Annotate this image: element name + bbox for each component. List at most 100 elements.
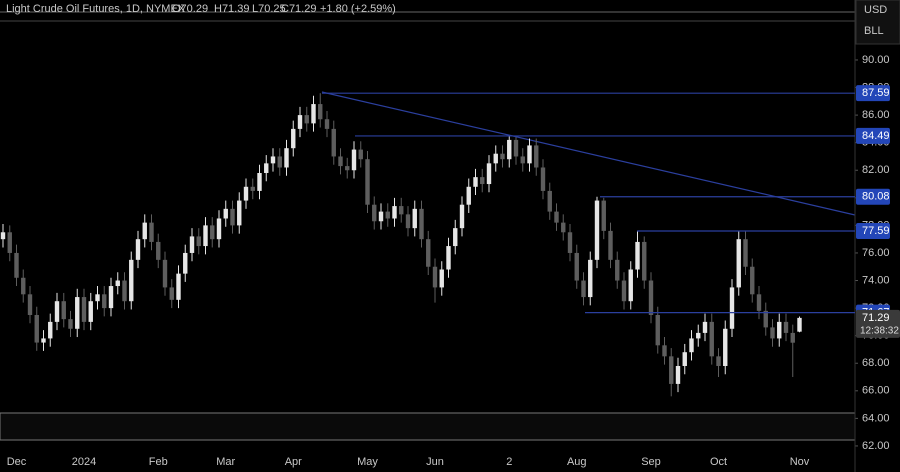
level-label: 84.49: [862, 130, 890, 142]
unit: BLL: [864, 25, 884, 37]
candle-body: [635, 241, 640, 270]
level-label: 80.08: [862, 191, 890, 203]
candle-body: [324, 119, 330, 129]
candle-body: [682, 352, 687, 366]
candle-body: [783, 321, 789, 333]
y-tick-label: 68.00: [862, 357, 890, 369]
y-tick-label: 74.00: [862, 274, 890, 286]
candle-body: [520, 156, 525, 164]
level-label-box: [856, 85, 890, 102]
candle-body: [297, 115, 303, 129]
y-tick-label: 66.00: [862, 385, 890, 397]
candle-body: [561, 222, 566, 233]
x-tick-label: Nov: [790, 456, 810, 468]
header-symbol: Light Crude Oil Futures, 1D, NYMEX: [6, 3, 186, 15]
last-price-box: [856, 309, 900, 338]
candle-body: [338, 156, 343, 167]
candle-body: [756, 294, 762, 311]
candle-body: [702, 321, 708, 333]
candle-body: [75, 297, 80, 329]
last-price: 71.29: [862, 312, 890, 324]
x-tick-label: Sep: [641, 456, 661, 468]
candle-body: [41, 338, 46, 343]
candle-body: [507, 139, 512, 160]
candle-body: [27, 294, 33, 315]
candle-body: [594, 200, 600, 260]
x-tick-label: Apr: [285, 456, 302, 468]
candle-body: [250, 186, 255, 191]
candle-body: [797, 317, 802, 332]
candle-body: [7, 232, 12, 253]
level-label-box: [856, 127, 890, 144]
x-tick-label: 2024: [72, 456, 96, 468]
x-tick-label: Aug: [567, 456, 587, 468]
candle-body: [264, 163, 269, 174]
candle-body: [743, 239, 748, 267]
y-tick-label: 90.00: [862, 54, 890, 66]
candle-body: [581, 280, 586, 298]
x-tick-label: May: [357, 456, 378, 468]
candle-body: [642, 241, 647, 281]
candle-body: [453, 228, 458, 247]
bottom-band: [0, 412, 856, 441]
candle-body: [345, 166, 350, 171]
candle-body: [291, 128, 296, 149]
candle-body: [621, 280, 627, 302]
candle-body: [709, 321, 714, 357]
candle-body: [88, 301, 93, 322]
candle-body: [567, 232, 573, 253]
x-tick-label: Jun: [426, 456, 444, 468]
candle-body: [500, 153, 505, 160]
candle-body: [203, 225, 208, 247]
candle-body: [459, 204, 465, 229]
candle-body: [493, 153, 498, 164]
x-tick-label: 2: [506, 456, 512, 468]
y-tick-label: 62.00: [862, 440, 890, 452]
candle-body: [176, 273, 181, 300]
candle-body: [574, 252, 579, 281]
candle-body: [196, 236, 201, 247]
candle-body: [230, 208, 235, 226]
candle-body: [655, 314, 660, 346]
candle-body: [513, 139, 519, 157]
candle-body: [21, 277, 26, 295]
candle-body: [277, 156, 282, 168]
level-label: 87.59: [862, 87, 890, 99]
candle-body: [696, 332, 701, 339]
candle-body: [615, 259, 620, 281]
candle-body: [0, 232, 6, 240]
countdown: 12:38:32: [860, 326, 899, 337]
candle-body: [385, 211, 390, 219]
candle-body: [547, 190, 552, 212]
header-change: +1.80 (+2.59%): [320, 3, 396, 15]
candle-body: [601, 200, 606, 231]
candle-body: [318, 104, 323, 120]
candle-body: [304, 115, 309, 124]
candle-body: [426, 239, 431, 267]
header-open: O70.29: [172, 3, 208, 15]
candle-body: [257, 173, 262, 191]
candle-body: [210, 225, 215, 240]
candle-body: [68, 319, 73, 329]
candle-body: [102, 294, 107, 309]
candle-body: [34, 314, 39, 343]
x-tick-label: Dec: [7, 456, 27, 468]
currency-box[interactable]: [855, 0, 900, 45]
candle-body: [729, 287, 735, 329]
candle-body: [372, 204, 377, 222]
candle-body: [378, 211, 384, 222]
candle-body: [405, 214, 411, 229]
candle-body: [156, 241, 161, 260]
candle-body: [169, 287, 174, 300]
candle-body: [270, 156, 276, 164]
level-label-box: [856, 223, 890, 240]
y-tick-label: 82.00: [862, 164, 890, 176]
candle-body: [662, 345, 667, 357]
candle-body: [392, 206, 397, 219]
candle-body: [358, 149, 363, 160]
candle-body: [189, 236, 195, 253]
